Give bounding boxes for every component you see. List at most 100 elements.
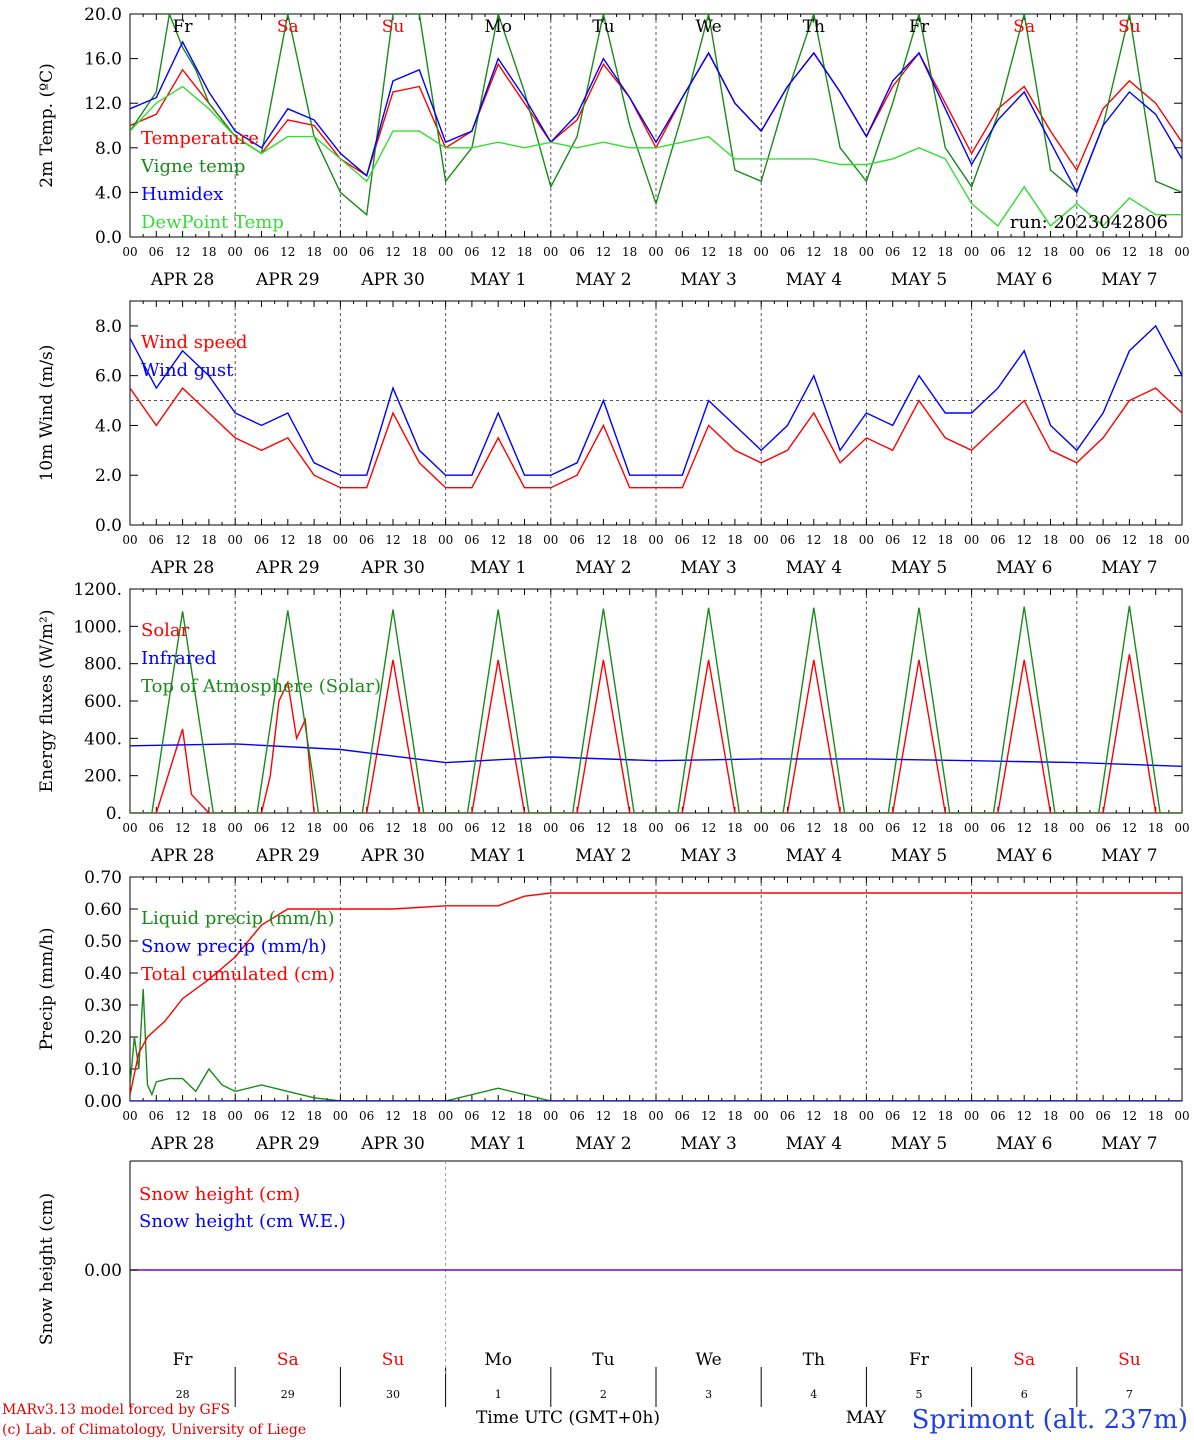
hour-label: 18 (412, 821, 427, 835)
hour-label: 12 (701, 533, 716, 547)
model-credit: MARv3.13 model forced by GFS (2, 1402, 230, 1418)
day-number: 29 (281, 1388, 295, 1401)
series-temperature (130, 51, 1182, 177)
hour-label: 06 (464, 1109, 479, 1123)
hour-label: 12 (806, 245, 821, 259)
hour-label: 18 (1148, 245, 1163, 259)
y-tick-label: 200. (84, 767, 122, 787)
panel-5: 0.00 Snow height (cm) Snow height (cm) Snow… (37, 1160, 1183, 1407)
hour-label: 12 (1122, 533, 1137, 547)
date-label: MAY 1 (470, 558, 526, 578)
hour-label: 18 (1148, 821, 1163, 835)
hour-label: 06 (359, 245, 374, 259)
hour-label: 06 (254, 821, 269, 835)
hour-label: 12 (491, 821, 506, 835)
hour-label: 06 (885, 245, 900, 259)
y-tick-label: 0.70 (84, 868, 122, 888)
hour-label: 06 (359, 1109, 374, 1123)
hour-label: 00 (754, 821, 769, 835)
hour-label: 00 (438, 533, 453, 547)
day-label: Sa (277, 1350, 299, 1370)
hour-label: 00 (333, 1109, 348, 1123)
hour-label: 18 (938, 821, 953, 835)
hour-label: 18 (306, 533, 321, 547)
date-label: APR 29 (255, 270, 320, 290)
day-label: Sa (1013, 1350, 1035, 1370)
hour-label: 00 (228, 821, 243, 835)
hour-label: 18 (727, 1109, 742, 1123)
y-tick-label: 8.0 (95, 317, 122, 337)
day-label: Sa (277, 17, 299, 37)
y-tick-label: 4.0 (95, 416, 122, 436)
date-label: MAY 5 (891, 270, 947, 290)
hour-label: 12 (385, 821, 400, 835)
panel-4: 0.00 0.10 0.20 0.30 0.40 0.50 0.60 0.70 Precip (… (37, 868, 1190, 1154)
hour-label: 00 (122, 1109, 137, 1123)
date-label: MAY 2 (575, 270, 631, 290)
y-tick-label: 12.0 (84, 94, 122, 114)
legend-entry: Wind gust (141, 360, 234, 381)
date-label: MAY 5 (891, 846, 947, 866)
y-tick-label: 0.40 (84, 964, 122, 984)
hour-label: 12 (1017, 1109, 1032, 1123)
y-tick-label: 0.00 (84, 1261, 122, 1281)
y-tick-label: 1200. (73, 580, 122, 600)
hour-label: 06 (1095, 245, 1110, 259)
hour-label: 00 (228, 533, 243, 547)
day-label: Mo (484, 1350, 512, 1370)
hour-label: 00 (543, 1109, 558, 1123)
day-label: Fr (909, 17, 930, 37)
day-label: We (696, 17, 722, 37)
day-label: Su (382, 17, 405, 37)
series-wind-gust (130, 324, 1182, 476)
day-label: We (696, 1350, 722, 1370)
date-label: APR 28 (150, 558, 215, 578)
day-label: Su (1118, 1350, 1141, 1370)
hour-label: 18 (1043, 1109, 1058, 1123)
hour-label: 00 (648, 1109, 663, 1123)
hour-label: 12 (1017, 245, 1032, 259)
date-label: MAY 4 (786, 846, 842, 866)
series-total-cumulated-cm- (130, 892, 1182, 1095)
hour-label: 06 (990, 533, 1005, 547)
hour-label: 18 (517, 1109, 532, 1123)
month-label: MAY (846, 1408, 887, 1428)
y-tick-label: 0.0 (95, 516, 122, 536)
legend-entry: Infrared (141, 648, 216, 669)
date-label: APR 28 (150, 1134, 215, 1154)
hour-label: 00 (333, 821, 348, 835)
hour-label: 18 (412, 1109, 427, 1123)
date-label: APR 28 (150, 846, 215, 866)
day-number: 3 (705, 1388, 712, 1401)
hour-label: 00 (754, 245, 769, 259)
hour-label: 12 (491, 245, 506, 259)
hour-label: 00 (122, 245, 137, 259)
hour-label: 18 (622, 1109, 637, 1123)
hour-label: 06 (885, 1109, 900, 1123)
hour-label: 06 (569, 1109, 584, 1123)
hour-label: 00 (754, 533, 769, 547)
date-label: MAY 4 (786, 270, 842, 290)
hour-label: 12 (280, 245, 295, 259)
date-label: MAY 2 (575, 1134, 631, 1154)
y-axis-label: Snow height (cm) (37, 1193, 57, 1345)
day-label: Su (382, 1350, 405, 1370)
y-tick-label: 1000. (73, 617, 122, 637)
day-label: Fr (909, 1350, 930, 1370)
hour-label: 06 (990, 821, 1005, 835)
hour-label: 12 (175, 821, 190, 835)
hour-label: 18 (727, 533, 742, 547)
hour-label: 12 (491, 533, 506, 547)
hour-label: 18 (727, 821, 742, 835)
hour-label: 18 (517, 533, 532, 547)
panel-3: 0. 200. 400. 600. 800. 1000. 1200. Energy fluxe… (37, 580, 1190, 866)
date-label: APR 30 (360, 1134, 425, 1154)
hour-label: 00 (333, 245, 348, 259)
date-label: MAY 1 (470, 1134, 526, 1154)
hour-label: 06 (675, 1109, 690, 1123)
date-label: APR 30 (360, 558, 425, 578)
day-number: 5 (916, 1388, 923, 1401)
y-tick-label: 0.60 (84, 900, 122, 920)
hour-label: 06 (885, 821, 900, 835)
hour-label: 00 (122, 821, 137, 835)
